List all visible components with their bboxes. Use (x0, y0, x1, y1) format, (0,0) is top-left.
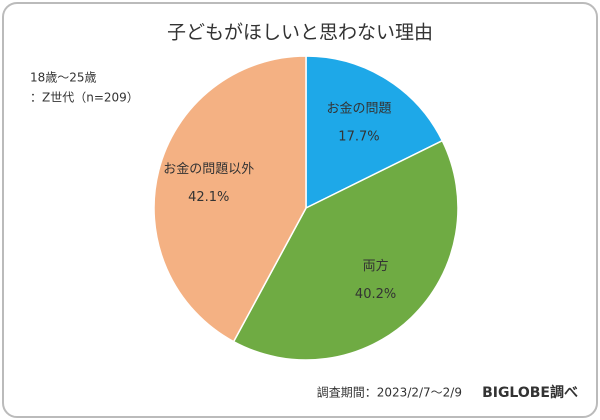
slice-label: お金の問題 (326, 100, 391, 116)
annotation: ：Z世代（n=209） (30, 91, 139, 105)
annotation: 18歳～25歳 (30, 71, 97, 85)
source: BIGLOBE調べ (482, 384, 578, 401)
chart-title: 子どもがほしいと思わない理由 (167, 22, 433, 44)
footer: 調査期間：2023/2/7～2/9 (317, 386, 462, 400)
slice-label: お金の問題以外 (163, 161, 254, 177)
value-label: 40.2% (355, 287, 396, 302)
pie-slice (232, 139, 459, 361)
slice-label: 両方 (363, 258, 389, 274)
pie-slice (153, 55, 307, 343)
value-label: 17.7% (338, 129, 379, 144)
value-label: 42.1% (188, 190, 229, 205)
pie-slice (305, 55, 444, 210)
